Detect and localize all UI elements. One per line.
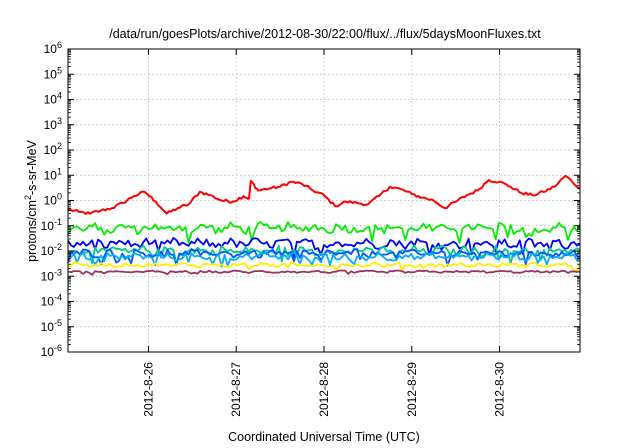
y-tick-exp: 3 [57,116,62,126]
y-tick-exp: 6 [57,40,62,50]
y-tick-exp: -4 [54,293,62,303]
y-tick-exp: -1 [54,217,62,227]
y-tick-base: 10 [41,219,55,233]
y-tick-base: 10 [41,269,55,283]
y-tick-exp: 2 [57,141,62,151]
y-tick-exp: 4 [57,91,62,101]
y-tick-base: 10 [44,194,58,208]
y-tick-base: 10 [41,244,55,258]
y-tick-base: 10 [44,67,58,81]
x-axis-label: Coordinated Universal Time (UTC) [228,430,420,444]
y-tick-base: 10 [41,295,55,309]
x-tick-label: 2012-8-28 [317,362,331,417]
y-tick-base: 10 [44,168,58,182]
y-tick-base: 10 [44,42,58,56]
x-tick-label: 2012-8-27 [229,362,243,417]
y-tick-base: 10 [44,118,58,132]
x-tick-label: 2012-8-29 [405,362,419,417]
y-tick-base: 10 [41,345,55,359]
x-tick-label: 2012-8-26 [141,362,155,417]
y-axis-label-rest: -s-sr-MeV [25,139,39,195]
y-axis-label: protons/cm2-s-sr-MeV [23,139,39,261]
y-tick-exp: 1 [57,166,62,176]
y-tick-exp: -3 [54,267,62,277]
y-tick-exp: 0 [57,192,62,202]
y-tick-exp: -6 [54,343,62,353]
chart-title: /data/run/goesPlots/archive/2012-08-30/2… [109,27,541,41]
y-tick-base: 10 [41,320,55,334]
y-tick-exp: 5 [57,65,62,75]
y-tick-base: 10 [44,93,58,107]
y-tick-base: 10 [44,143,58,157]
y-tick-exp: -5 [54,318,62,328]
y-tick-exp: -2 [54,242,62,252]
y-axis-label-main: protons/cm [25,200,39,262]
x-tick-label: 2012-8-30 [493,362,507,417]
